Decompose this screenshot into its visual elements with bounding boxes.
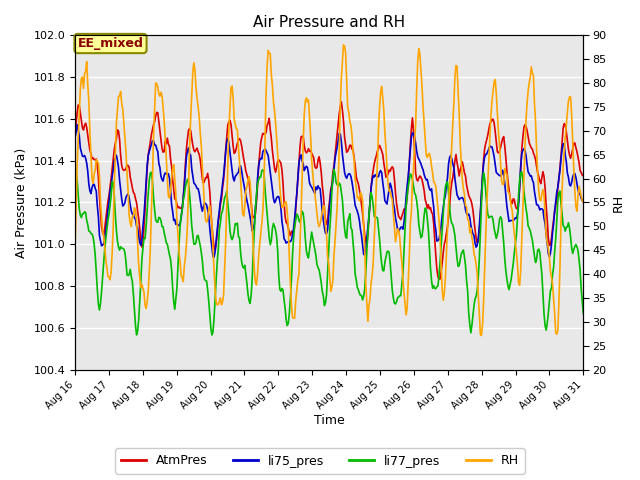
li77_pres: [445, 204, 453, 210]
AtmPres: [579, 173, 587, 179]
li77_pres: [381, 260, 388, 265]
li77_pres: [579, 311, 587, 317]
AtmPres: [436, 276, 444, 282]
li77_pres: [208, 332, 216, 338]
li77_pres: [230, 228, 238, 234]
li75_pres: [287, 237, 295, 243]
RH: [445, 183, 453, 189]
li75_pres: [71, 134, 79, 140]
Line: AtmPres: AtmPres: [75, 102, 583, 279]
li75_pres: [210, 254, 218, 260]
RH: [229, 95, 237, 101]
RH: [381, 130, 388, 136]
RH: [579, 199, 587, 205]
AtmPres: [337, 99, 345, 105]
li77_pres: [356, 292, 364, 298]
Y-axis label: Air Pressure (kPa): Air Pressure (kPa): [15, 147, 28, 258]
RH: [71, 247, 79, 253]
Line: RH: RH: [75, 45, 583, 336]
RH: [356, 190, 364, 196]
Line: li75_pres: li75_pres: [75, 125, 583, 257]
Legend: AtmPres, li75_pres, li77_pres, RH: AtmPres, li75_pres, li77_pres, RH: [115, 448, 525, 474]
li75_pres: [358, 233, 365, 239]
AtmPres: [356, 193, 364, 199]
AtmPres: [381, 167, 388, 173]
li75_pres: [447, 153, 454, 158]
li75_pres: [232, 173, 239, 179]
AtmPres: [285, 230, 293, 236]
AtmPres: [447, 189, 454, 194]
RH: [477, 333, 485, 338]
li75_pres: [74, 122, 81, 128]
RH: [340, 42, 348, 48]
li75_pres: [535, 204, 543, 209]
li75_pres: [579, 199, 587, 205]
RH: [285, 255, 293, 261]
AtmPres: [535, 174, 543, 180]
X-axis label: Time: Time: [314, 414, 344, 427]
Title: Air Pressure and RH: Air Pressure and RH: [253, 15, 405, 30]
li77_pres: [534, 248, 541, 253]
li77_pres: [71, 164, 79, 170]
RH: [535, 188, 543, 193]
Text: EE_mixed: EE_mixed: [77, 37, 143, 50]
li75_pres: [382, 199, 390, 205]
Y-axis label: RH: RH: [612, 193, 625, 212]
li77_pres: [287, 295, 294, 300]
AtmPres: [71, 130, 79, 136]
AtmPres: [229, 143, 237, 149]
Line: li77_pres: li77_pres: [75, 167, 583, 335]
